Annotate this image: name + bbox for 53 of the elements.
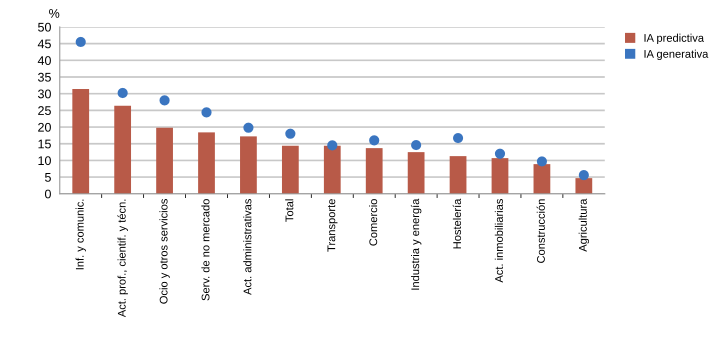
y-tick-label: 5 — [44, 173, 51, 182]
bar — [156, 128, 173, 194]
legend-label: IA predictiva — [644, 34, 704, 44]
y-tick-label: 15 — [38, 140, 51, 148]
y-tick-label: 45 — [38, 40, 51, 48]
x-tick-label: Construcción — [536, 199, 545, 263]
y-tick-label: 25 — [38, 106, 51, 116]
x-tick-label: Serv. de no mercado — [201, 199, 210, 300]
point — [536, 156, 547, 166]
legend-label: IA generativa — [644, 50, 708, 60]
y-tick-label: 0 — [44, 190, 51, 198]
point — [76, 36, 86, 48]
bar — [450, 156, 466, 194]
y-tick-label: 40 — [38, 56, 51, 65]
y-tick-label: 20 — [38, 122, 51, 132]
y-tick-label: 10 — [38, 156, 51, 166]
bar — [198, 132, 215, 194]
point — [201, 107, 212, 118]
point — [118, 88, 128, 98]
bar — [240, 136, 257, 194]
x-tick-label: Total — [285, 199, 294, 222]
x-tick-label: Act. prof., cientif. y técn. — [117, 200, 128, 318]
point — [411, 140, 422, 150]
y-axis-title: % — [49, 9, 60, 18]
x-tick-label: Industria y energía — [410, 198, 422, 290]
point — [327, 140, 338, 150]
x-tick-label: Agricultura — [578, 198, 590, 252]
bar — [282, 146, 299, 194]
x-tick-label: Hostelería — [452, 198, 462, 248]
y-tick-label: 35 — [38, 72, 51, 82]
bar — [114, 106, 132, 194]
y-tick-label: 30 — [38, 89, 51, 98]
bar — [534, 164, 550, 194]
x-tick-label: Act. inmobiliarias — [494, 199, 503, 283]
y-tick-label: 50 — [38, 22, 51, 32]
bar — [72, 89, 90, 194]
point — [243, 122, 254, 133]
bar — [408, 152, 425, 194]
point — [285, 128, 296, 139]
x-tick-label: Comercio — [369, 199, 378, 246]
bar — [366, 148, 383, 194]
x-tick-label: Inf. y comunic. — [76, 200, 86, 270]
point — [369, 135, 380, 146]
x-tick-label: Transporte — [328, 199, 338, 252]
point — [452, 132, 464, 144]
bar — [575, 178, 592, 194]
bar — [492, 158, 508, 194]
point — [494, 148, 506, 159]
x-tick-label: Ocio y otros servicios — [159, 199, 170, 304]
point — [578, 170, 589, 180]
point — [159, 95, 170, 106]
x-tick-label: Act. administrativas — [243, 199, 252, 295]
bar — [324, 146, 341, 194]
